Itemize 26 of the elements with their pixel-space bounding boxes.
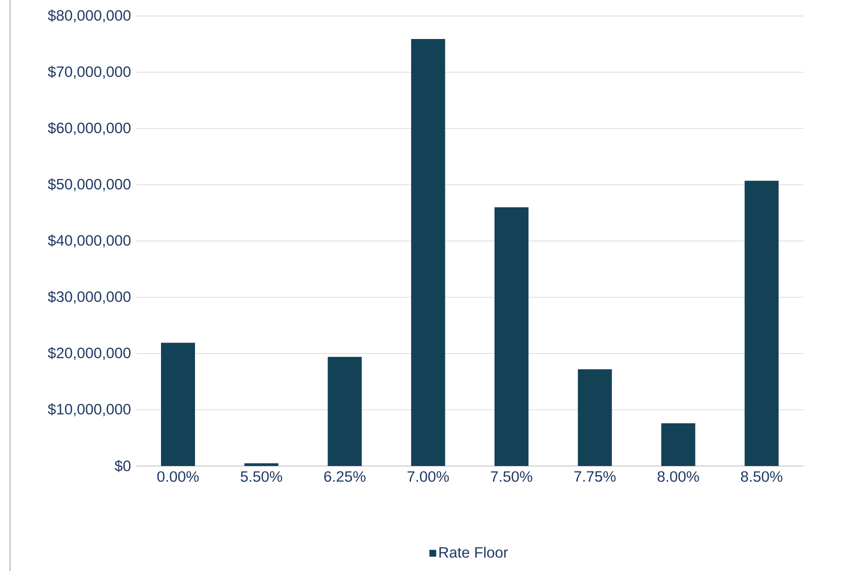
- y-tick-label: $50,000,000: [48, 178, 131, 192]
- y-tick-label: $0: [114, 460, 131, 472]
- y-tick-label: $60,000,000: [48, 122, 131, 136]
- legend-label: Rate Floor: [439, 546, 508, 558]
- x-tick-label: 0.00%: [157, 471, 199, 482]
- bar: [494, 207, 529, 466]
- x-tick-label: 5.50%: [240, 471, 282, 482]
- y-tick-label: $70,000,000: [48, 66, 131, 79]
- bar: [244, 463, 278, 466]
- x-tick-label: 6.25%: [324, 471, 366, 482]
- bar: [578, 369, 612, 466]
- bar: [328, 356, 362, 466]
- bar: [411, 39, 446, 466]
- y-tick-label: $20,000,000: [48, 346, 131, 360]
- x-tick-label: 7.75%: [574, 471, 616, 482]
- x-tick-label: 8.00%: [658, 471, 699, 482]
- bar: [661, 423, 696, 466]
- bar: [161, 342, 196, 466]
- y-tick-label: $80,000,000: [48, 9, 131, 23]
- bar: [744, 180, 779, 466]
- y-tick-label: $30,000,000: [48, 290, 131, 304]
- x-tick-label: 7.50%: [491, 471, 532, 482]
- x-tick-label: 7.00%: [408, 471, 449, 482]
- y-tick-label: $40,000,000: [48, 234, 131, 248]
- x-tick-label: 8.50%: [741, 471, 782, 482]
- y-tick-label: $10,000,000: [48, 403, 131, 416]
